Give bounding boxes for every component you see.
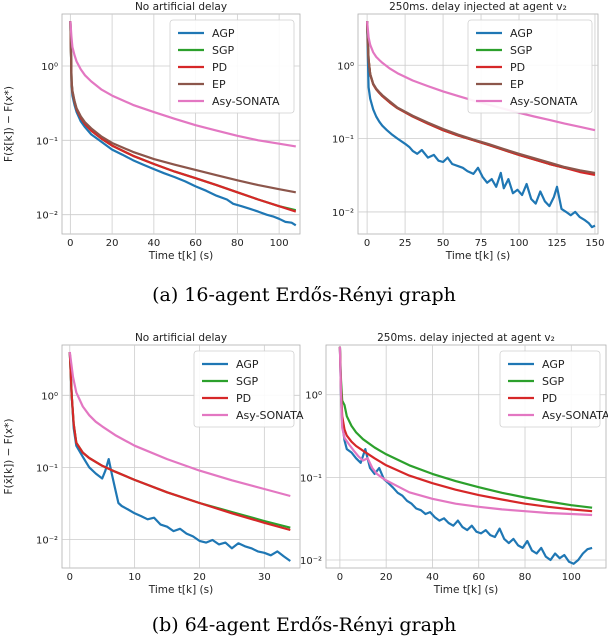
legend-label: PD [236, 392, 251, 405]
x-tick-label: 20 [193, 572, 206, 583]
y-tick-label: 10⁰ [41, 391, 58, 402]
x-tick-label: 150 [585, 238, 604, 249]
legend-box [169, 19, 295, 114]
series-line-asy-sonata [338, 346, 593, 517]
y-axis-label: F(x̄[k]) − F(x*) [3, 419, 15, 495]
y-tick-label: 10⁰ [305, 391, 322, 402]
series-line-pd [338, 346, 593, 513]
x-tick-label: 100 [270, 238, 289, 249]
x-tick-label: 80 [231, 238, 244, 249]
panel-title: No artificial delay [135, 332, 227, 344]
legend-label: Asy-SONATA [510, 95, 578, 108]
x-tick-label: 0 [337, 572, 343, 583]
y-tick-label: 10⁰ [337, 61, 354, 72]
panel-title: 250ms. delay injected at agent v₂ [389, 1, 567, 13]
series-line-agp [69, 21, 297, 227]
legend-label: AGP [236, 358, 259, 371]
series-line-agp [68, 351, 291, 562]
caption-a: (a) 16-agent Erdős-Rényi graph [152, 284, 456, 306]
legend-box [467, 19, 593, 114]
legend: AGP SGP PD EP Asy-SONATA [467, 19, 593, 114]
legend-label: AGP [510, 27, 533, 40]
legend-box [193, 350, 295, 428]
y-tick-label: 10⁻¹ [332, 135, 354, 146]
y-tick-label: 10⁻² [36, 211, 58, 222]
x-tick-label: 40 [426, 572, 439, 583]
legend-label: SGP [236, 375, 259, 388]
legend-label: SGP [212, 44, 235, 57]
x-tick-label: 100 [509, 238, 528, 249]
legend: AGP SGP PD EP Asy-SONATA [169, 19, 295, 114]
series-line-sgp [338, 346, 593, 509]
x-tick-label: 60 [189, 238, 202, 249]
y-tick-label: 10⁰ [41, 62, 58, 73]
x-tick-label: 20 [106, 238, 119, 249]
x-tick-label: 0 [67, 572, 73, 583]
x-axis-label: Time t[k] (s) [445, 250, 510, 262]
y-tick-label: 10⁻² [332, 208, 354, 219]
series-group [68, 351, 291, 562]
panel-title: No artificial delay [135, 1, 227, 13]
x-axis-label: Time t[k] (s) [148, 250, 213, 262]
x-tick-label: 0 [364, 238, 370, 249]
series-group [338, 346, 593, 565]
y-tick-label: 10⁻² [300, 556, 322, 567]
x-tick-label: 40 [147, 238, 160, 249]
panel-3: 0 10 20 30 10⁰ 10⁻¹ 10⁻² No artificial delay Tim… [3, 332, 304, 596]
series-line-asy-sonata [366, 20, 596, 132]
x-tick-label: 30 [258, 572, 271, 583]
panel-4: 0 20 40 60 80 100 10⁰ 10⁻¹ 10⁻² 250ms. delay inje… [300, 332, 608, 596]
y-tick-label: 10⁻¹ [36, 463, 58, 474]
y-tick-label: 10⁻¹ [300, 473, 322, 484]
legend-box [499, 350, 601, 428]
x-tick-label: 0 [67, 238, 73, 249]
series-line-ep [366, 21, 596, 174]
legend-label: PD [212, 61, 227, 74]
legend-label: Asy-SONATA [236, 409, 304, 422]
x-tick-label: 50 [437, 238, 450, 249]
panel-2: 0 25 50 75 100 125 150 10⁰ 10⁻¹ 10⁻² 250ms. delay … [332, 1, 605, 262]
y-tick-label: 10⁻¹ [36, 136, 58, 147]
legend-label: SGP [542, 375, 565, 388]
legend: AGP SGP PD Asy-SONATA [499, 350, 608, 428]
series-line-ep [69, 21, 297, 194]
caption-b: (b) 64-agent Erdős-Rényi graph [152, 614, 457, 636]
legend-label: PD [510, 61, 525, 74]
x-tick-label: 25 [399, 238, 412, 249]
panel-title: 250ms. delay injected at agent v₂ [377, 332, 555, 344]
x-tick-label: 10 [128, 572, 141, 583]
series-line-agp [338, 346, 593, 565]
x-axis-label: Time t[k] (s) [433, 584, 498, 596]
series-line-asy-sonata [68, 351, 291, 498]
legend-label: EP [212, 78, 226, 91]
series-group [69, 21, 297, 227]
x-tick-label: 80 [519, 572, 532, 583]
y-tick-label: 10⁻² [36, 535, 58, 546]
x-tick-label: 125 [547, 238, 566, 249]
legend-label: Asy-SONATA [212, 95, 280, 108]
legend-label: Asy-SONATA [542, 409, 608, 422]
legend-label: EP [510, 78, 524, 91]
x-axis-label: Time t[k] (s) [148, 584, 213, 596]
panel-1: 0 20 40 60 80 100 10⁰ 10⁻¹ 10⁻² No artificial del… [3, 1, 301, 262]
series-line-agp [366, 21, 596, 229]
series-line-pd [68, 351, 291, 532]
legend-label: AGP [212, 27, 235, 40]
legend-label: AGP [542, 358, 565, 371]
x-tick-label: 60 [472, 572, 485, 583]
x-tick-label: 100 [562, 572, 581, 583]
legend-label: PD [542, 392, 557, 405]
series-line-asy-sonata [69, 21, 296, 148]
legend-label: SGP [510, 44, 533, 57]
x-tick-label: 75 [475, 238, 488, 249]
y-axis-label: F(x̄[k]) − F(x*) [3, 86, 15, 162]
series-group [366, 20, 596, 229]
legend: AGP SGP PD Asy-SONATA [193, 350, 304, 428]
x-tick-label: 20 [380, 572, 393, 583]
